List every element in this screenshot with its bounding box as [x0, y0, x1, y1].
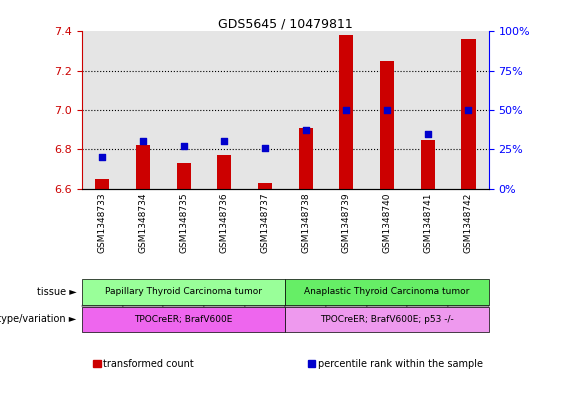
Text: tissue ►: tissue ► [37, 287, 76, 297]
Text: TPOCreER; BrafV600E: TPOCreER; BrafV600E [134, 315, 233, 324]
Bar [420, 140, 435, 189]
Bar [380, 61, 394, 189]
Text: GSM1348739: GSM1348739 [342, 193, 351, 253]
Text: transformed count: transformed count [103, 358, 194, 369]
Bar [82, 31, 123, 189]
Point [98, 154, 107, 160]
Bar [326, 31, 367, 189]
Bar [407, 31, 448, 189]
Bar [217, 155, 232, 189]
Point [179, 143, 188, 149]
Bar [298, 128, 313, 189]
Bar [448, 31, 489, 189]
Point [383, 107, 392, 113]
Bar [95, 179, 110, 189]
Bar [461, 39, 476, 189]
Text: genotype/variation ►: genotype/variation ► [0, 314, 76, 324]
Text: GSM1348735: GSM1348735 [179, 193, 188, 253]
Bar [339, 35, 354, 189]
Text: GSM1348741: GSM1348741 [423, 193, 432, 253]
Bar [123, 31, 163, 189]
Point [260, 145, 270, 151]
Bar [258, 183, 272, 189]
Point [423, 130, 432, 137]
Bar [163, 31, 204, 189]
Title: GDS5645 / 10479811: GDS5645 / 10479811 [218, 17, 353, 30]
Bar [245, 31, 285, 189]
Text: GSM1348736: GSM1348736 [220, 193, 229, 253]
Text: Papillary Thyroid Carcinoma tumor: Papillary Thyroid Carcinoma tumor [105, 287, 262, 296]
Point [464, 107, 473, 113]
Bar [176, 163, 191, 189]
Point [342, 107, 351, 113]
Point [301, 127, 310, 134]
Text: TPOCreER; BrafV600E; p53 -/-: TPOCreER; BrafV600E; p53 -/- [320, 315, 454, 324]
Text: GSM1348734: GSM1348734 [138, 193, 147, 253]
Text: percentile rank within the sample: percentile rank within the sample [318, 358, 483, 369]
Bar [285, 31, 326, 189]
Bar [204, 31, 245, 189]
Text: GSM1348740: GSM1348740 [383, 193, 392, 253]
Point [138, 138, 147, 145]
Point [220, 138, 229, 145]
Bar [136, 145, 150, 189]
Text: GSM1348733: GSM1348733 [98, 193, 107, 253]
Text: GSM1348737: GSM1348737 [260, 193, 270, 253]
Text: GSM1348738: GSM1348738 [301, 193, 310, 253]
Text: Anaplastic Thyroid Carcinoma tumor: Anaplastic Thyroid Carcinoma tumor [305, 287, 470, 296]
Bar [367, 31, 407, 189]
Text: GSM1348742: GSM1348742 [464, 193, 473, 253]
